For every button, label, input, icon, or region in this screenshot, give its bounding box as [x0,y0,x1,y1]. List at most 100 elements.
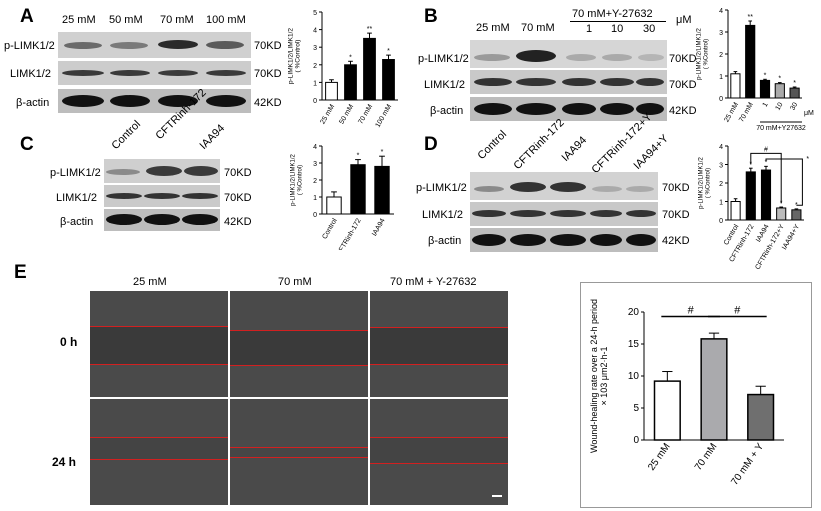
y-tick-label: 1 [719,200,723,207]
micrograph-25mm-0h [90,291,228,397]
molecular-weight-label: 70KD [669,79,697,91]
molecular-weight-label: 70KD [662,182,690,194]
category-label: 1 [762,101,770,108]
molecular-weight-label: 42KD [662,235,690,247]
significance-marker: * [749,161,752,168]
bar [363,37,376,101]
category-label: Control [321,217,339,240]
micrograph-70mm-0h [230,291,368,397]
bar [653,380,681,441]
molecular-weight-label: 70KD [254,40,282,52]
y-tick-label: 2 [719,181,723,188]
bar [344,64,357,101]
category-label: 30 [789,101,799,111]
panel-letter-b: B [424,6,438,27]
y-tick-label: 3 [719,30,723,37]
lane-label: 10 [611,23,624,35]
bar [374,165,390,215]
bracket-marker: * [806,156,809,163]
molecular-weight-label: 70KD [254,68,282,80]
western-blot-strip [470,40,667,68]
category-label: 100 mM [375,103,394,128]
significance-marker: * [793,80,796,87]
blot-row-label: p-LIMK1/2 [416,182,467,194]
unit-label: μM [804,110,814,117]
column-title: 25 mM [133,276,167,288]
western-blot-strip [470,70,667,94]
bar [776,207,787,221]
significance-marker: * [387,48,390,55]
scale-bar [492,495,502,497]
lane-label: Control [109,118,144,152]
blot-row-label: β-actin [16,97,50,109]
bar [700,338,728,441]
significance-marker: * [778,76,781,83]
y-tick-label: 0 [719,218,723,225]
bracket-marker: # [688,304,695,316]
category-label: 70 mM [738,101,755,123]
molecular-weight-label: 70KD [224,167,252,179]
bar [326,196,342,215]
bar [325,81,338,101]
western-blot-strip [58,32,251,58]
western-blot-strip [104,209,220,231]
y-tick-label: 0 [633,435,639,446]
bar [759,79,771,99]
blot-row-label: p-LIMK1/2 [50,167,101,179]
significance-marker: * [765,159,768,166]
blot-row-label: LIMK1/2 [56,192,97,204]
y-tick-label: 20 [628,307,640,318]
category-label: 70 mM + Y [729,441,766,487]
category-label: 10 [775,101,785,111]
lane-label: 70 mM [160,14,194,26]
western-blot-strip [470,172,658,200]
bar [350,164,366,215]
bar [789,87,800,99]
group-label: 70 mM+Y-27632 [572,8,653,20]
category-label: 50 mM [338,103,355,125]
column-title: 70 mM [278,276,312,288]
y-tick-label: 1 [719,74,723,81]
y-tick-label: 1 [313,195,317,202]
bar [382,59,395,101]
y-tick-label: 4 [719,8,723,15]
molecular-weight-label: 70KD [224,192,252,204]
y-tick-label: 2 [719,52,723,59]
chart-frame-e [580,282,812,508]
molecular-weight-label: 42KD [224,216,252,228]
lane-label: 25 mM [476,22,510,34]
blot-row-label: β-actin [60,216,94,228]
category-label: 25 mM [319,103,336,125]
lane-label: 70 mM [521,22,555,34]
significance-marker: * [349,54,352,61]
y-tick-label: 5 [313,10,317,17]
y-tick-label: 3 [719,163,723,170]
y-tick-label: 10 [628,371,640,382]
y-axis-label: p-LIMK1/2/LIMK1/2( %Control) [697,27,710,79]
bar-chart-e: 0 5 10 15 20 Wound-healing rate over a 24-h p… [589,299,784,487]
molecular-weight-label: 42KD [254,97,282,109]
panel-letter-a: A [20,6,34,27]
time-label: 0 h [60,335,78,349]
bar-chart-c: 0 1 2 3 4 p-LIMK1/2/LIMK1/2( %Control) Control… [291,144,394,250]
y-tick-label: 5 [633,403,639,414]
column-title: 70 mM + Y-27632 [390,276,477,288]
micrograph-25mm-24h [90,399,228,505]
significance-bracket [750,152,782,204]
western-blot-strip [58,89,251,113]
panel-letter-d: D [424,134,438,155]
blot-row-label: LIMK1/2 [422,209,463,221]
y-tick-label: 4 [719,144,723,151]
lane-label: 1 [586,23,593,35]
y-tick-label: 0 [313,98,317,105]
lane-label: IAA94 [197,122,228,152]
blot-row-label: β-actin [430,105,464,117]
bar [774,83,785,99]
y-axis-label: p-LIMK1/2/LIMK1/2( %Control) [699,156,712,208]
blot-row-label: p-LIMK1/2 [4,40,55,52]
lane-label: CFTRinh-172 [511,116,567,172]
bar [745,171,756,221]
category-label: IAA94 [371,217,387,237]
molecular-weight-label: 42KD [669,105,697,117]
